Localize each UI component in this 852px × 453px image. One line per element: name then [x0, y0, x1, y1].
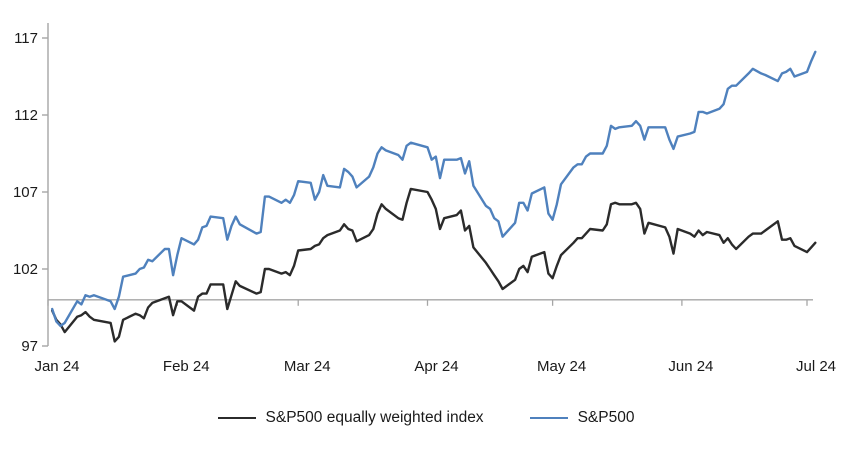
sp500-line [51, 50, 817, 328]
chart-legend: S&P500 equally weighted index S&P500 [0, 409, 852, 427]
sp500-equal-weight-line-swatch [217, 416, 256, 420]
sp500-equal-weight-line [51, 187, 817, 343]
y-tick-label: 112 [14, 107, 38, 124]
x-tick-label: Apr 24 [414, 358, 458, 375]
legend-item-sp500: S&P500 [529, 409, 635, 427]
y-tick-label: 97 [21, 338, 38, 355]
x-tick-label: May 24 [537, 358, 586, 375]
y-tick-label: 117 [14, 30, 38, 47]
y-tick-label: 107 [13, 184, 38, 201]
sp500-line-swatch [529, 416, 568, 420]
legend-item-sp500-equal-weight: S&P500 equally weighted index [217, 409, 484, 427]
x-tick-label: Mar 24 [284, 358, 331, 375]
x-tick-label: Jul 24 [796, 358, 836, 375]
y-tick-label: 102 [13, 261, 38, 278]
x-tick-label: Jan 24 [34, 358, 79, 375]
legend-label: S&P500 [577, 409, 635, 426]
x-tick-label: Jun 24 [668, 358, 713, 375]
x-tick-label: Feb 24 [163, 358, 210, 375]
legend-label: S&P500 equally weighted index [265, 409, 484, 426]
